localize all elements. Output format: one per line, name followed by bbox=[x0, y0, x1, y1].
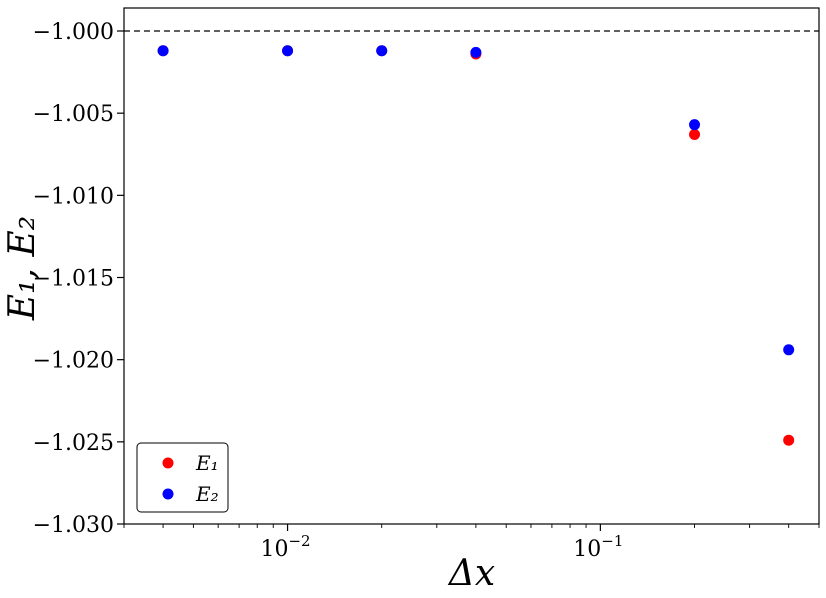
y-axis-label: E₁, E₂ bbox=[2, 216, 43, 321]
y-tick-label: −1.020 bbox=[33, 349, 114, 374]
legend-label: E₂ bbox=[195, 482, 219, 506]
y-tick-label: −1.015 bbox=[33, 267, 114, 292]
axis-ticks: −1.000 −1.005 −1.010 −1.015 −1.020 −1.025 −1.0… bbox=[33, 20, 820, 562]
plot-area bbox=[123, 7, 820, 525]
legend-marker bbox=[162, 457, 174, 469]
point-e2 bbox=[376, 45, 388, 57]
point-e2 bbox=[783, 344, 795, 356]
x-axis-label: Δx bbox=[447, 553, 495, 594]
x-tick-label: 10−1 bbox=[573, 532, 623, 562]
point-e2 bbox=[157, 45, 169, 57]
y-tick-label: −1.010 bbox=[33, 184, 114, 209]
y-tick-label: −1.000 bbox=[33, 20, 114, 45]
point-e1 bbox=[783, 434, 795, 446]
y-tick-label: −1.030 bbox=[33, 513, 114, 538]
point-e2 bbox=[470, 46, 482, 58]
legend-marker bbox=[162, 488, 174, 500]
legend-box bbox=[136, 442, 229, 513]
x-tick-label: 10−2 bbox=[260, 532, 310, 562]
y-tick-label: −1.005 bbox=[33, 102, 114, 127]
point-e1 bbox=[689, 129, 701, 141]
data-points bbox=[157, 45, 795, 446]
point-e2 bbox=[689, 119, 701, 131]
plot-frame bbox=[123, 7, 820, 525]
legend-label: E₁ bbox=[195, 451, 219, 475]
legend: E₁ E₂ bbox=[136, 442, 229, 513]
y-tick-label: −1.025 bbox=[33, 431, 114, 456]
point-e2 bbox=[282, 45, 294, 57]
